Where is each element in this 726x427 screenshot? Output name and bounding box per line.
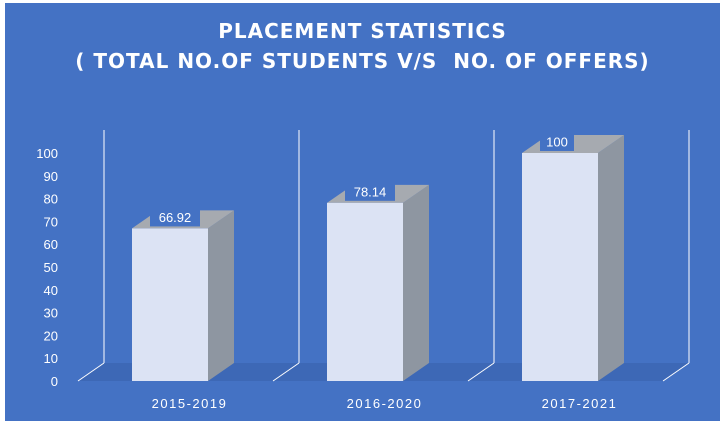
- bar-side: [598, 135, 624, 381]
- bar-side: [208, 210, 234, 381]
- y-tick-label: 60: [44, 237, 58, 252]
- bar: [522, 153, 598, 381]
- x-tick-label: 2015-2019: [152, 396, 228, 411]
- data-label: 78.14: [354, 184, 387, 199]
- divider-depth-line: [662, 362, 690, 382]
- data-label-box: [540, 133, 574, 151]
- bar-side: [403, 184, 429, 381]
- x-tick-label: 2017-2021: [542, 396, 618, 411]
- data-label-box: [345, 182, 395, 201]
- y-tick-label: 40: [44, 283, 58, 298]
- data-label-box: [150, 208, 200, 227]
- bar: [327, 202, 403, 381]
- chart-title-line-2: ( TOTAL NO.OF STUDENTS V/S NO. OF OFFERS…: [75, 49, 650, 73]
- y-tick-label: 90: [44, 169, 58, 184]
- y-tick-label: 70: [44, 214, 58, 229]
- y-tick-label: 10: [44, 351, 58, 366]
- divider-depth-line: [467, 362, 495, 382]
- bar: [132, 228, 208, 381]
- y-tick-label: 20: [44, 328, 58, 343]
- data-label: 100: [546, 135, 568, 150]
- divider-depth-line: [77, 362, 105, 382]
- chart-title-line-1: PLACEMENT STATISTICS: [218, 19, 507, 43]
- y-tick-label: 100: [36, 146, 58, 161]
- y-tick-label: 50: [44, 260, 58, 275]
- divider-depth-line: [272, 362, 300, 382]
- data-label: 66.92: [159, 210, 192, 225]
- y-tick-label: 0: [51, 374, 58, 389]
- y-tick-label: 80: [44, 192, 58, 207]
- x-tick-label: 2016-2020: [347, 396, 423, 411]
- y-tick-label: 30: [44, 306, 58, 321]
